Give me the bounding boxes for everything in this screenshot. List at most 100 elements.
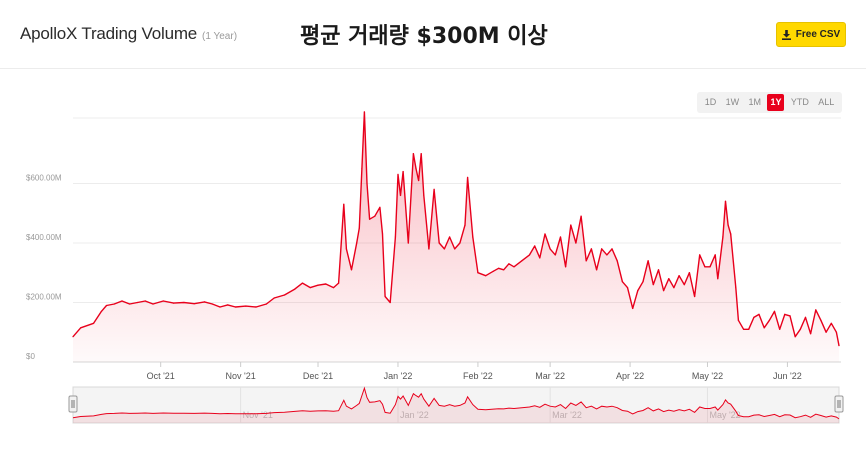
data-point xyxy=(753,316,755,318)
data-point xyxy=(559,236,562,238)
data-point xyxy=(245,305,247,307)
data-point xyxy=(255,306,257,308)
data-point xyxy=(397,173,399,176)
download-icon xyxy=(781,29,791,40)
data-point xyxy=(763,327,765,329)
data-point xyxy=(105,304,108,307)
free-csv-button[interactable]: Free CSV xyxy=(776,22,846,47)
data-point xyxy=(554,254,556,256)
range-option-1w[interactable]: 1W xyxy=(725,97,740,107)
data-point xyxy=(358,227,360,229)
data-point xyxy=(498,267,500,269)
data-point xyxy=(570,224,572,226)
data-point xyxy=(343,203,345,205)
data-point xyxy=(835,331,838,333)
data-point xyxy=(203,301,206,303)
x-tick-label: Jan '22 xyxy=(384,371,413,381)
x-tick-label: Mar '22 xyxy=(535,371,565,381)
navigator-tick-label: May '22 xyxy=(709,410,740,420)
y-tick-label: $400.00M xyxy=(26,233,62,242)
data-point xyxy=(183,301,185,304)
data-point xyxy=(585,260,587,262)
x-tick-label: May '22 xyxy=(692,371,723,381)
data-point xyxy=(521,260,523,262)
chart-title: ApolloX Trading Volume xyxy=(20,24,198,43)
data-point xyxy=(345,248,347,250)
data-point xyxy=(93,322,95,324)
data-point xyxy=(464,224,466,226)
data-point xyxy=(637,290,639,292)
y-tick-label: $200.00M xyxy=(26,292,62,301)
navigator-tick-label: Jan '22 xyxy=(400,410,429,420)
volume-area xyxy=(73,112,839,362)
data-point xyxy=(443,248,445,250)
data-point xyxy=(294,288,296,290)
data-point xyxy=(799,328,801,330)
navigator-right-handle[interactable] xyxy=(834,395,844,413)
range-option-ytd[interactable]: YTD xyxy=(790,97,809,107)
data-point xyxy=(454,248,456,250)
x-tick-label: Feb '22 xyxy=(463,371,493,381)
data-point xyxy=(743,328,745,330)
data-point xyxy=(794,336,796,338)
data-point xyxy=(704,266,706,268)
data-point xyxy=(363,111,365,113)
data-point xyxy=(735,287,737,289)
data-point xyxy=(379,206,381,208)
navigator-left-handle[interactable] xyxy=(68,395,78,413)
data-point xyxy=(632,307,634,309)
card-header: ApolloX Trading Volume (1 Year) 평균 거래량 $… xyxy=(0,0,866,69)
data-point xyxy=(219,306,221,308)
data-point xyxy=(652,284,654,286)
data-point xyxy=(459,242,461,244)
navigator-tick-label: Mar '22 xyxy=(552,410,582,420)
data-point xyxy=(472,236,474,238)
data-point xyxy=(668,278,670,280)
data-point xyxy=(748,328,750,330)
data-point xyxy=(503,269,505,271)
data-point xyxy=(590,248,593,250)
free-csv-label: Free CSV xyxy=(795,29,841,40)
data-point xyxy=(683,284,685,286)
data-point xyxy=(369,218,371,220)
data-point xyxy=(804,316,807,318)
range-option-1m[interactable]: 1M xyxy=(748,97,762,107)
data-point xyxy=(485,275,487,277)
data-point xyxy=(709,266,711,268)
data-point xyxy=(678,275,680,277)
data-point xyxy=(173,302,175,304)
data-point xyxy=(699,254,701,256)
data-point xyxy=(616,260,618,262)
navigator-line xyxy=(72,386,840,420)
data-point xyxy=(773,310,776,312)
data-point xyxy=(309,287,311,289)
data-point xyxy=(100,310,102,312)
data-point xyxy=(820,319,822,321)
x-tick-label: Apr '22 xyxy=(616,371,644,381)
data-point xyxy=(381,233,384,235)
data-point xyxy=(810,333,812,335)
range-option-1d[interactable]: 1D xyxy=(704,97,717,107)
data-point xyxy=(389,301,391,304)
data-point xyxy=(789,315,791,317)
data-point xyxy=(838,345,840,347)
data-point xyxy=(539,257,541,259)
volume-line xyxy=(72,111,840,346)
data-point xyxy=(129,303,131,305)
data-point xyxy=(544,233,546,235)
data-point xyxy=(162,300,164,302)
data-point xyxy=(549,248,551,250)
data-point xyxy=(418,179,420,182)
data-point xyxy=(350,269,353,271)
x-tick-label: Nov '21 xyxy=(226,371,256,381)
data-point xyxy=(366,182,368,185)
overlay-caption: 평균 거래량 $300M 이상 xyxy=(300,24,548,49)
data-point xyxy=(513,266,515,268)
range-option-1y[interactable]: 1Y xyxy=(767,94,785,111)
data-point xyxy=(423,194,425,196)
data-point xyxy=(234,306,237,308)
data-point xyxy=(193,303,195,305)
range-option-all[interactable]: ALL xyxy=(818,97,835,107)
data-point xyxy=(768,319,771,321)
data-point xyxy=(136,301,139,304)
